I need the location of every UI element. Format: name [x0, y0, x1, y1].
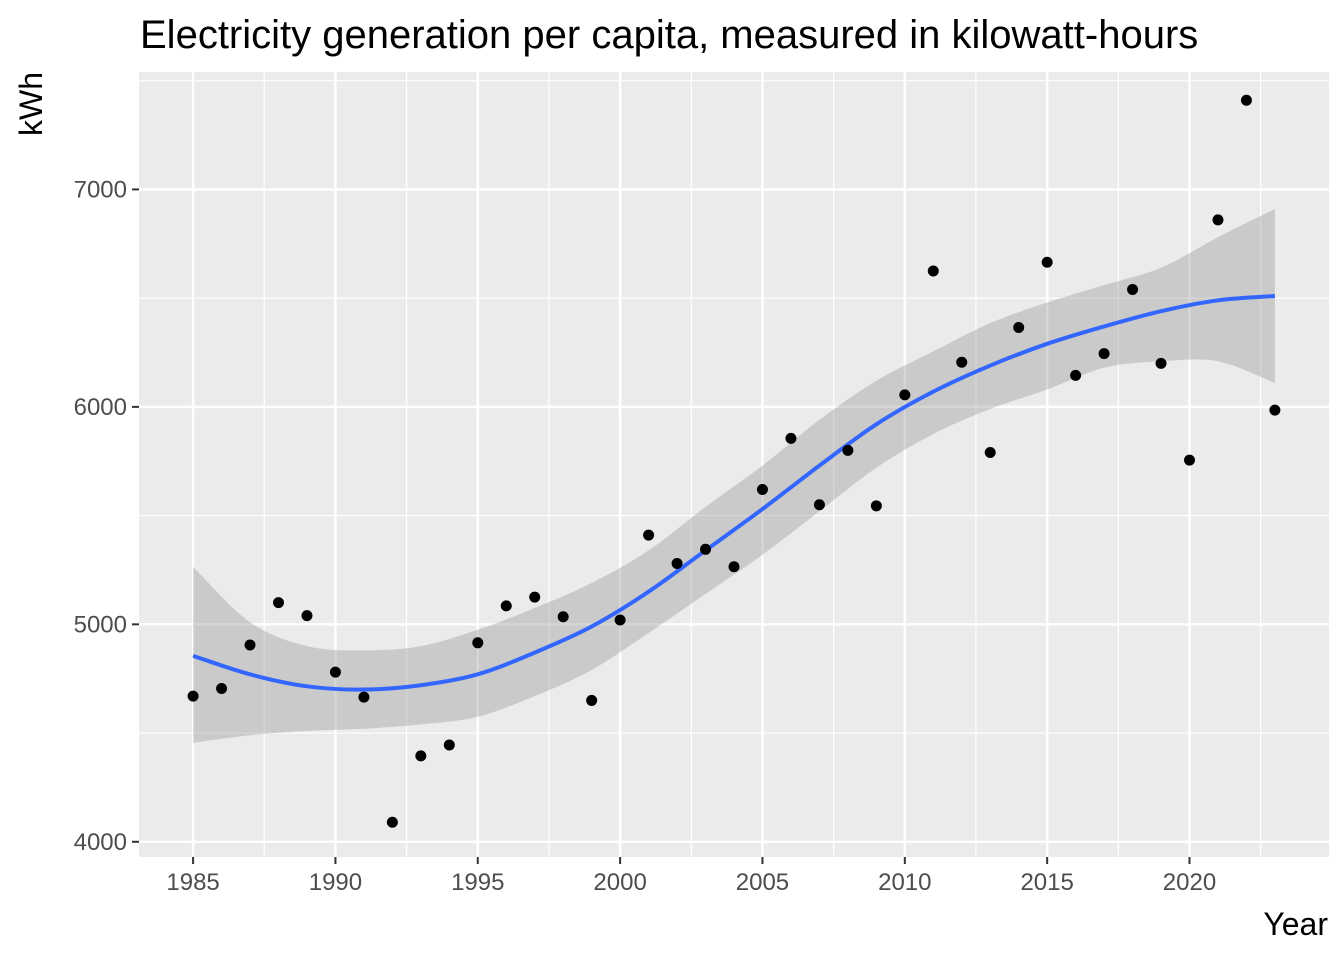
data-point — [443, 739, 455, 751]
chart-title: Electricity generation per capita, measu… — [140, 13, 1198, 57]
data-point — [301, 610, 313, 622]
data-point — [785, 432, 797, 444]
x-tick-label: 2020 — [1163, 869, 1216, 896]
data-point — [700, 543, 712, 555]
data-point — [756, 484, 768, 496]
data-point — [956, 356, 968, 368]
x-tick-label: 2010 — [878, 869, 931, 896]
data-point — [813, 499, 825, 511]
data-point — [927, 265, 939, 277]
data-point — [272, 597, 284, 609]
data-point — [1041, 256, 1053, 268]
data-point — [870, 500, 882, 512]
y-tick-label: 6000 — [74, 394, 127, 421]
data-point — [216, 682, 228, 694]
y-axis-title: kWh — [13, 72, 49, 136]
data-point — [614, 614, 626, 626]
data-point — [557, 611, 569, 623]
data-point — [1184, 454, 1196, 466]
data-point — [529, 591, 541, 603]
data-point — [728, 561, 740, 573]
data-point — [643, 529, 655, 541]
data-point — [1127, 283, 1139, 295]
data-point — [1269, 404, 1281, 416]
y-tick-label: 7000 — [74, 176, 127, 203]
data-point — [244, 639, 256, 651]
confidence-ribbon — [193, 208, 1275, 743]
smooth-trend-line — [192, 293, 1276, 692]
data-point — [415, 750, 427, 762]
major-gridlines — [139, 72, 1329, 857]
data-point — [386, 816, 398, 828]
data-point — [1070, 369, 1082, 381]
data-point — [899, 389, 911, 401]
data-points — [187, 94, 1281, 828]
data-point — [1155, 357, 1167, 369]
plot-panel — [139, 72, 1329, 857]
minor-gridlines — [139, 72, 1329, 857]
data-point — [472, 637, 484, 649]
data-point — [329, 666, 341, 678]
x-tick-label: 2000 — [593, 869, 646, 896]
x-tick-label: 1995 — [451, 869, 504, 896]
data-point — [1240, 94, 1252, 106]
data-point — [1098, 348, 1110, 360]
x-tick-label: 2015 — [1020, 869, 1073, 896]
data-point — [671, 557, 683, 569]
y-tick-label: 5000 — [74, 611, 127, 638]
x-tick-label: 1985 — [166, 869, 219, 896]
y-tick-label: 4000 — [74, 829, 127, 856]
x-tick-label: 2005 — [736, 869, 789, 896]
data-point — [842, 444, 854, 456]
x-axis-title: Year — [1263, 906, 1328, 942]
y-axis-ticks: 4000 5000 6000 7000 — [74, 176, 139, 856]
data-point — [1013, 322, 1025, 334]
x-tick-label: 1990 — [309, 869, 362, 896]
data-point — [500, 600, 512, 612]
data-point — [1212, 214, 1224, 226]
x-axis-ticks: 1985 1990 1995 2000 2005 2010 2015 2020 — [166, 857, 1216, 896]
data-point — [187, 690, 199, 702]
data-point — [358, 691, 370, 703]
data-point — [586, 694, 598, 706]
data-point — [984, 447, 996, 459]
